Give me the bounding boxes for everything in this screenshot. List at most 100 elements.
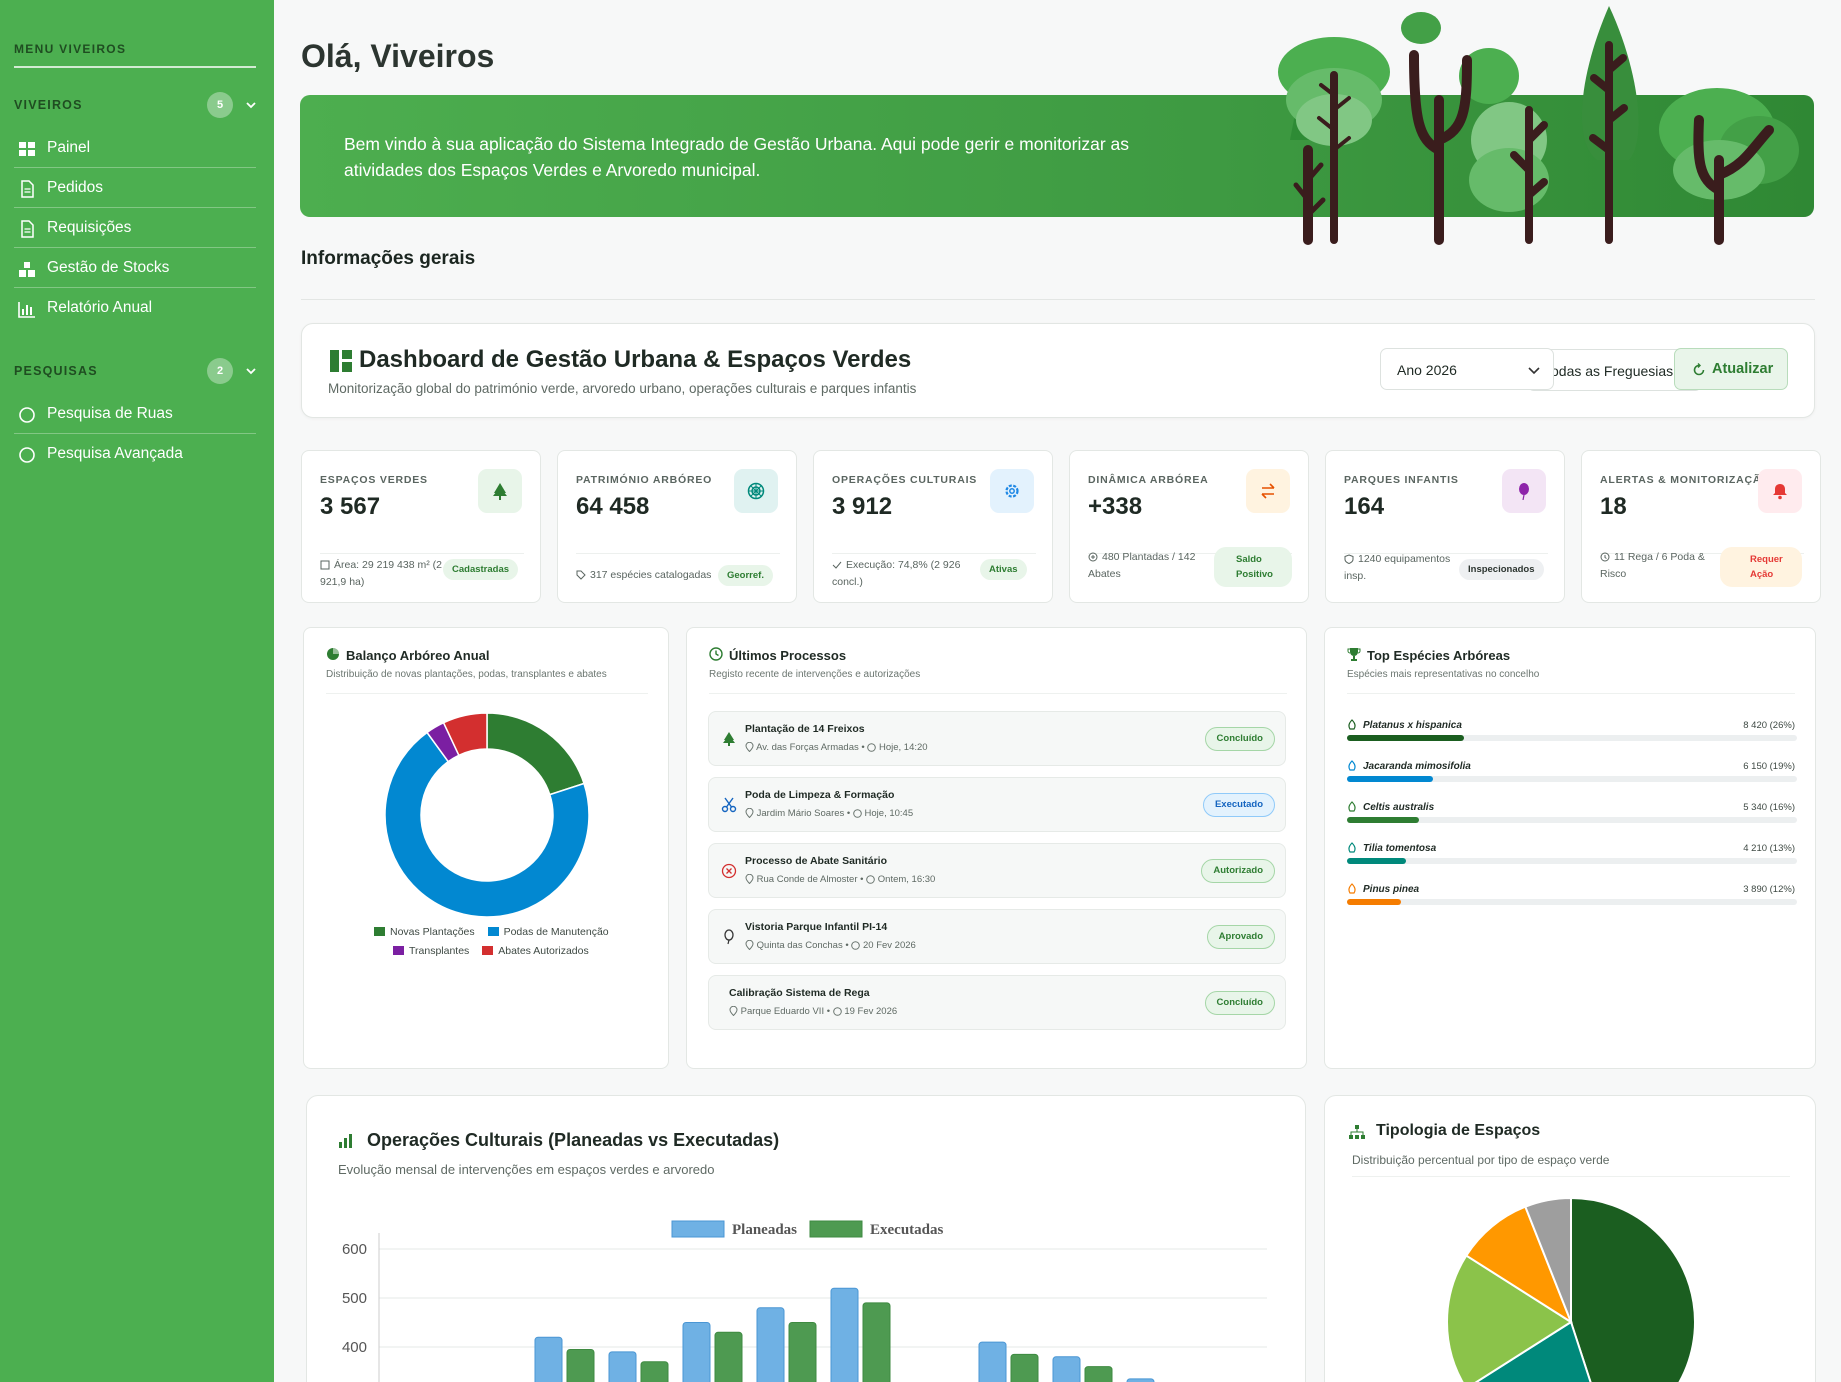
legend-swatch bbox=[809, 1220, 863, 1238]
bar-planeadas[interactable] bbox=[1126, 1378, 1155, 1382]
pie-slice-3[interactable] bbox=[1445, 1254, 1573, 1382]
section-label: VIVEIROS bbox=[14, 98, 83, 112]
bar-planeadas[interactable] bbox=[830, 1287, 859, 1382]
chart-legend: Novas Plantações Podas de Manutenção bbox=[374, 926, 609, 938]
donut-slice-2[interactable] bbox=[384, 731, 590, 918]
bar-planeadas[interactable] bbox=[756, 1307, 785, 1382]
bar-planeadas[interactable] bbox=[1052, 1356, 1081, 1382]
kpi-divider bbox=[1600, 553, 1804, 554]
bar-executadas[interactable] bbox=[788, 1322, 817, 1382]
bar-planeadas[interactable] bbox=[978, 1341, 1007, 1382]
kpi-detail: Área: 29 219 438 m² (2 921,9 ha) bbox=[320, 557, 450, 591]
bar-executadas[interactable] bbox=[1084, 1366, 1113, 1382]
refresh-button[interactable]: Atualizar bbox=[1674, 348, 1788, 390]
species-value: 5 340 (16%) bbox=[1743, 802, 1795, 813]
species-progress-track bbox=[1347, 735, 1797, 741]
kpi-detail-text: 1240 equipamentos insp. bbox=[1344, 553, 1451, 582]
location-pin-icon bbox=[745, 741, 754, 753]
sidebar-section-pesquisas[interactable]: PESQUISAS 2 bbox=[14, 356, 262, 386]
bar-executadas[interactable] bbox=[640, 1361, 669, 1382]
bar-executadas[interactable] bbox=[862, 1302, 891, 1382]
panel-subtitle: Distribuição percentual por tipo de espa… bbox=[1352, 1153, 1610, 1167]
processes-panel: Últimos Processos Registo recente de int… bbox=[686, 627, 1307, 1069]
process-title: Calibração Sistema de Rega bbox=[729, 987, 870, 999]
kpi-card-parques[interactable]: PARQUES INFANTIS 164 1240 equipamentos i… bbox=[1325, 450, 1565, 603]
count-badge: 5 bbox=[207, 92, 233, 118]
typology-pie-chart bbox=[1445, 1196, 1696, 1382]
process-item[interactable]: Processo de Abate Sanitário Rua Conde de… bbox=[708, 843, 1286, 898]
clock-icon bbox=[1600, 552, 1610, 562]
pie-slice-4[interactable] bbox=[1464, 1205, 1574, 1325]
clock-icon bbox=[709, 647, 723, 661]
species-progress-fill bbox=[1347, 858, 1406, 864]
bar-executadas[interactable] bbox=[714, 1331, 743, 1382]
species-name: Celtis australis bbox=[1363, 802, 1435, 813]
sidebar-section-viveiros[interactable]: VIVEIROS 5 bbox=[14, 90, 262, 120]
kpi-label: PATRIMÓNIO ARBÓREO bbox=[576, 474, 713, 486]
sidebar-item-relatorio[interactable]: Relatório Anual bbox=[14, 288, 256, 328]
clock-icon bbox=[853, 809, 862, 818]
parish-select[interactable]: Todas as Freguesias bbox=[1527, 349, 1702, 391]
panel-title: Top Espécies Arbóreas bbox=[1367, 648, 1511, 663]
bar-planeadas[interactable] bbox=[608, 1351, 637, 1382]
chevron-down-icon[interactable] bbox=[242, 362, 260, 380]
bar-executadas[interactable] bbox=[1010, 1353, 1039, 1382]
sidebar-item-pedidos[interactable]: Pedidos bbox=[14, 168, 256, 208]
dashboard-grid-icon bbox=[19, 142, 35, 156]
pie-slice-1[interactable] bbox=[1570, 1196, 1696, 1382]
tree-icon bbox=[478, 469, 522, 513]
process-meta: Av. das Forças Armadas • Hoje, 14:20 bbox=[745, 741, 928, 753]
kpi-divider bbox=[1088, 553, 1292, 554]
process-item[interactable]: Vistoria Parque Infantil PI-14 Quinta da… bbox=[708, 909, 1286, 964]
welcome-banner: Bem vindo à sua aplicação do Sistema Int… bbox=[300, 95, 1814, 217]
pie-slice-2[interactable] bbox=[1466, 1320, 1609, 1382]
process-title: Plantação de 14 Freixos bbox=[745, 723, 865, 735]
process-item[interactable]: Poda de Limpeza & Formação Jardim Mário … bbox=[708, 777, 1286, 832]
sidebar-item-painel[interactable]: Painel bbox=[14, 128, 256, 168]
sidebar-item-label: Painel bbox=[47, 139, 91, 156]
balance-donut-chart bbox=[384, 712, 590, 918]
circle-icon bbox=[19, 407, 35, 423]
kpi-divider bbox=[1344, 553, 1548, 554]
chevron-down-icon[interactable] bbox=[242, 96, 260, 114]
bar-planeadas[interactable] bbox=[534, 1336, 563, 1382]
donut-slice-4[interactable] bbox=[442, 712, 488, 757]
species-panel: Top Espécies Arbóreas Espécies mais repr… bbox=[1324, 627, 1816, 1069]
process-meta: Rua Conde de Almoster • Ontem, 16:30 bbox=[745, 873, 935, 885]
clock-icon bbox=[832, 1007, 842, 1016]
kpi-card-operacoes[interactable]: OPERAÇÕES CULTURAIS 3 912 Execução: 74,8… bbox=[813, 450, 1053, 603]
legend-swatch bbox=[671, 1220, 725, 1238]
process-title: Poda de Limpeza & Formação bbox=[745, 789, 895, 801]
kpi-card-patrimonio[interactable]: PATRIMÓNIO ARBÓREO 64 458 317 espécies c… bbox=[557, 450, 797, 603]
legend-label: Executadas bbox=[870, 1222, 944, 1238]
kpi-detail: 1240 equipamentos insp. bbox=[1344, 551, 1469, 585]
process-item[interactable]: Plantação de 14 Freixos Av. das Forças A… bbox=[708, 711, 1286, 766]
cancel-circle-icon bbox=[721, 863, 737, 879]
leaf-icon bbox=[1348, 801, 1356, 812]
sidebar-item-pesquisa-ruas[interactable]: Pesquisa de Ruas bbox=[14, 394, 256, 434]
kpi-card-dinamica[interactable]: DINÂMICA ARBÓREA +338 480 Plantadas / 14… bbox=[1069, 450, 1309, 603]
pie-slice-5[interactable] bbox=[1524, 1196, 1572, 1323]
kpi-card-espacos-verdes[interactable]: ESPAÇOS VERDES 3 567 Área: 29 219 438 m²… bbox=[301, 450, 541, 603]
kpi-detail: 11 Rega / 6 Poda & Risco bbox=[1600, 549, 1715, 583]
sidebar-item-stocks[interactable]: Gestão de Stocks bbox=[14, 248, 256, 288]
sidebar-item-pesquisa-avancada[interactable]: Pesquisa Avançada bbox=[14, 434, 256, 474]
status-badge: Requer Ação bbox=[1720, 547, 1802, 587]
sidebar-item-requisicoes[interactable]: Requisições bbox=[14, 208, 256, 248]
panel-subtitle: Evolução mensal de intervenções em espaç… bbox=[338, 1162, 715, 1177]
species-name: Platanus x hispanica bbox=[1363, 720, 1462, 731]
trophy-icon bbox=[1347, 648, 1361, 661]
location-pin-icon bbox=[745, 873, 754, 885]
year-select[interactable]: Ano 2026 bbox=[1380, 348, 1554, 390]
plus-circle-icon bbox=[1088, 552, 1098, 562]
donut-slice-1[interactable] bbox=[486, 712, 585, 796]
panel-divider bbox=[326, 693, 648, 694]
bar-executadas[interactable] bbox=[566, 1348, 595, 1382]
y-tick-label: 600 bbox=[342, 1241, 367, 1258]
sidebar-item-label: Pedidos bbox=[47, 179, 104, 196]
sidebar: MENU VIVEIROS VIVEIROS 5 Painel Pedidos … bbox=[0, 0, 274, 1382]
legend-item: Transplantes bbox=[393, 945, 469, 957]
kpi-card-alertas[interactable]: ALERTAS & MONITORIZAÇÃO 18 11 Rega / 6 P… bbox=[1581, 450, 1821, 603]
process-item[interactable]: Calibração Sistema de Rega Parque Eduard… bbox=[708, 975, 1286, 1030]
bar-planeadas[interactable] bbox=[682, 1322, 711, 1382]
